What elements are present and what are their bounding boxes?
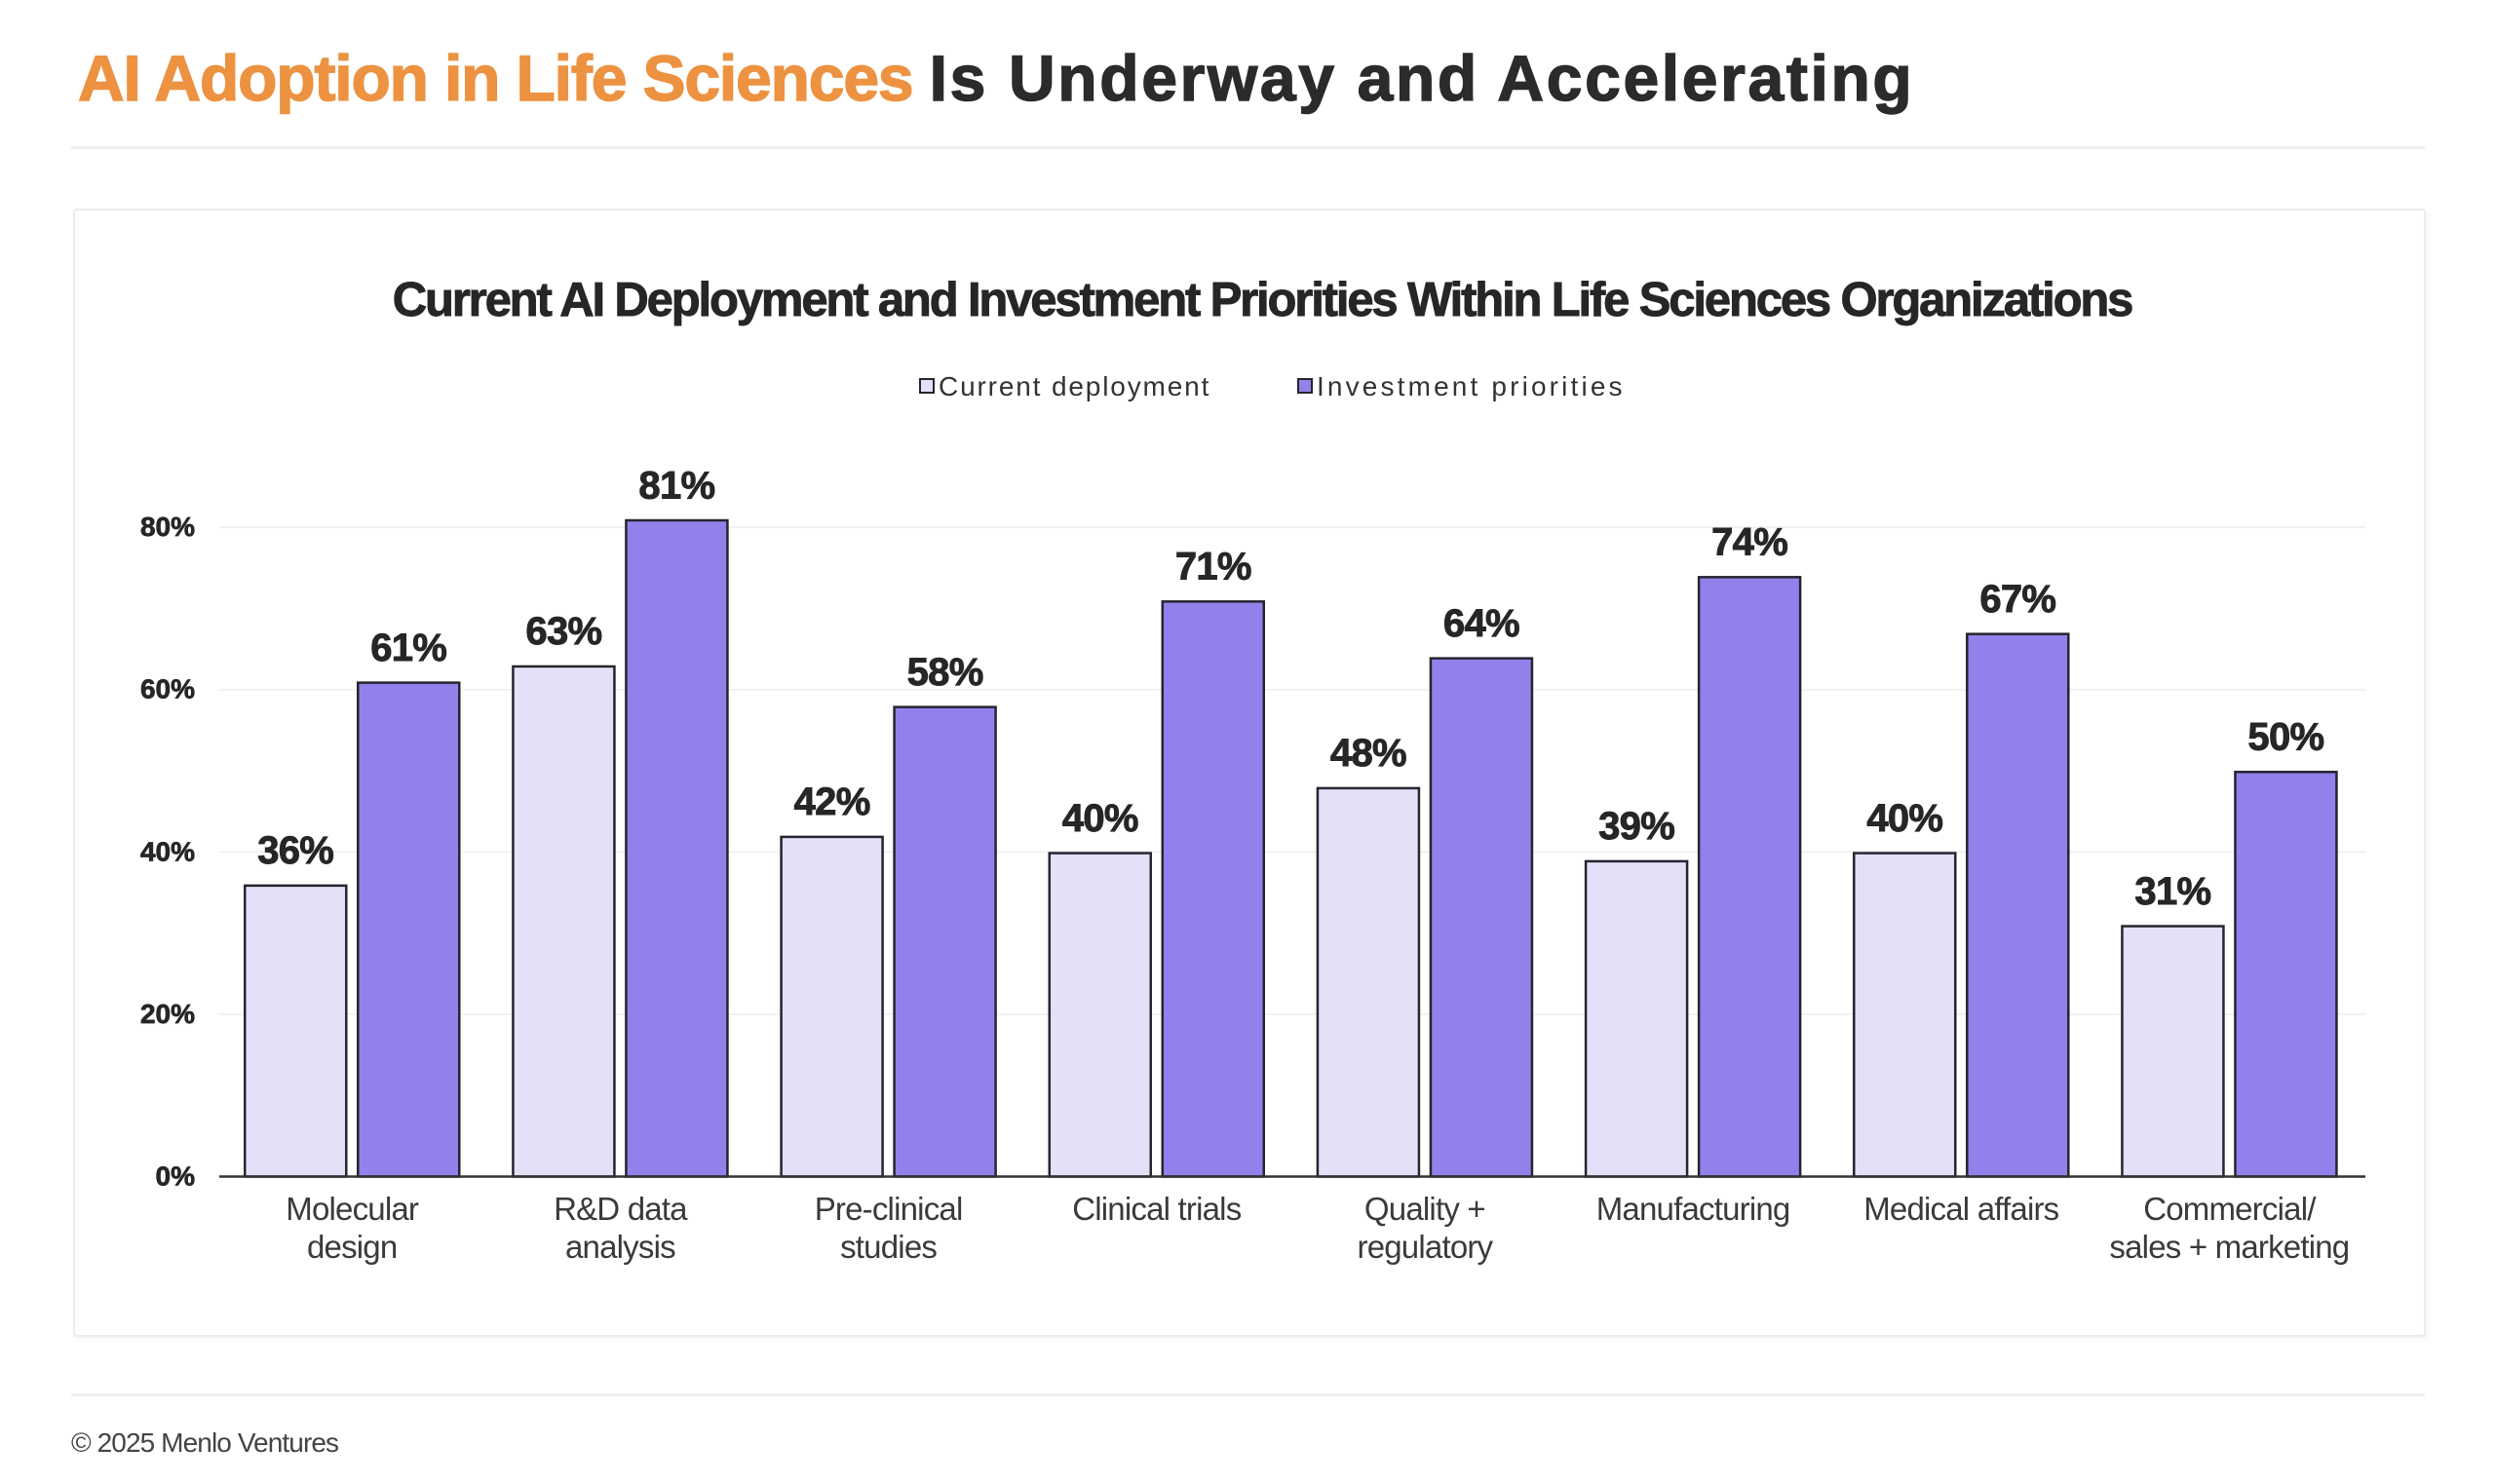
svg-text:71%: 71% xyxy=(1175,546,1251,589)
svg-text:60%: 60% xyxy=(140,674,195,704)
svg-text:Commercial/: Commercial/ xyxy=(2143,1191,2317,1227)
svg-text:48%: 48% xyxy=(1330,732,1406,775)
svg-text:42%: 42% xyxy=(794,780,870,823)
svg-text:R&D data: R&D data xyxy=(554,1191,688,1227)
svg-text:74%: 74% xyxy=(1711,521,1787,564)
svg-text:67%: 67% xyxy=(1979,578,2055,621)
svg-text:design: design xyxy=(307,1229,397,1265)
svg-text:63%: 63% xyxy=(525,610,601,653)
svg-text:20%: 20% xyxy=(140,999,195,1029)
svg-text:Molecular: Molecular xyxy=(286,1191,419,1227)
svg-text:Quality +: Quality + xyxy=(1364,1191,1485,1227)
svg-text:analysis: analysis xyxy=(565,1229,675,1265)
svg-text:58%: 58% xyxy=(907,651,983,694)
svg-text:regulatory: regulatory xyxy=(1358,1229,1494,1265)
svg-text:Pre-clinical: Pre-clinical xyxy=(815,1191,963,1227)
svg-text:40%: 40% xyxy=(1866,797,1942,840)
svg-text:50%: 50% xyxy=(2247,716,2323,759)
svg-text:0%: 0% xyxy=(156,1161,196,1192)
svg-text:Clinical trials: Clinical trials xyxy=(1072,1191,1242,1227)
svg-text:31%: 31% xyxy=(2134,870,2210,913)
svg-text:40%: 40% xyxy=(140,836,195,866)
svg-text:40%: 40% xyxy=(1062,797,1138,840)
svg-text:sales + marketing: sales + marketing xyxy=(2109,1229,2349,1265)
svg-text:Medical affairs: Medical affairs xyxy=(1863,1191,2058,1227)
svg-text:39%: 39% xyxy=(1598,805,1674,848)
svg-text:studies: studies xyxy=(840,1229,937,1265)
svg-text:61%: 61% xyxy=(370,627,446,669)
svg-text:36%: 36% xyxy=(257,829,333,872)
svg-text:80%: 80% xyxy=(140,512,195,542)
svg-text:81%: 81% xyxy=(638,464,714,507)
svg-text:64%: 64% xyxy=(1443,602,1519,645)
svg-text:Manufacturing: Manufacturing xyxy=(1596,1191,1790,1227)
